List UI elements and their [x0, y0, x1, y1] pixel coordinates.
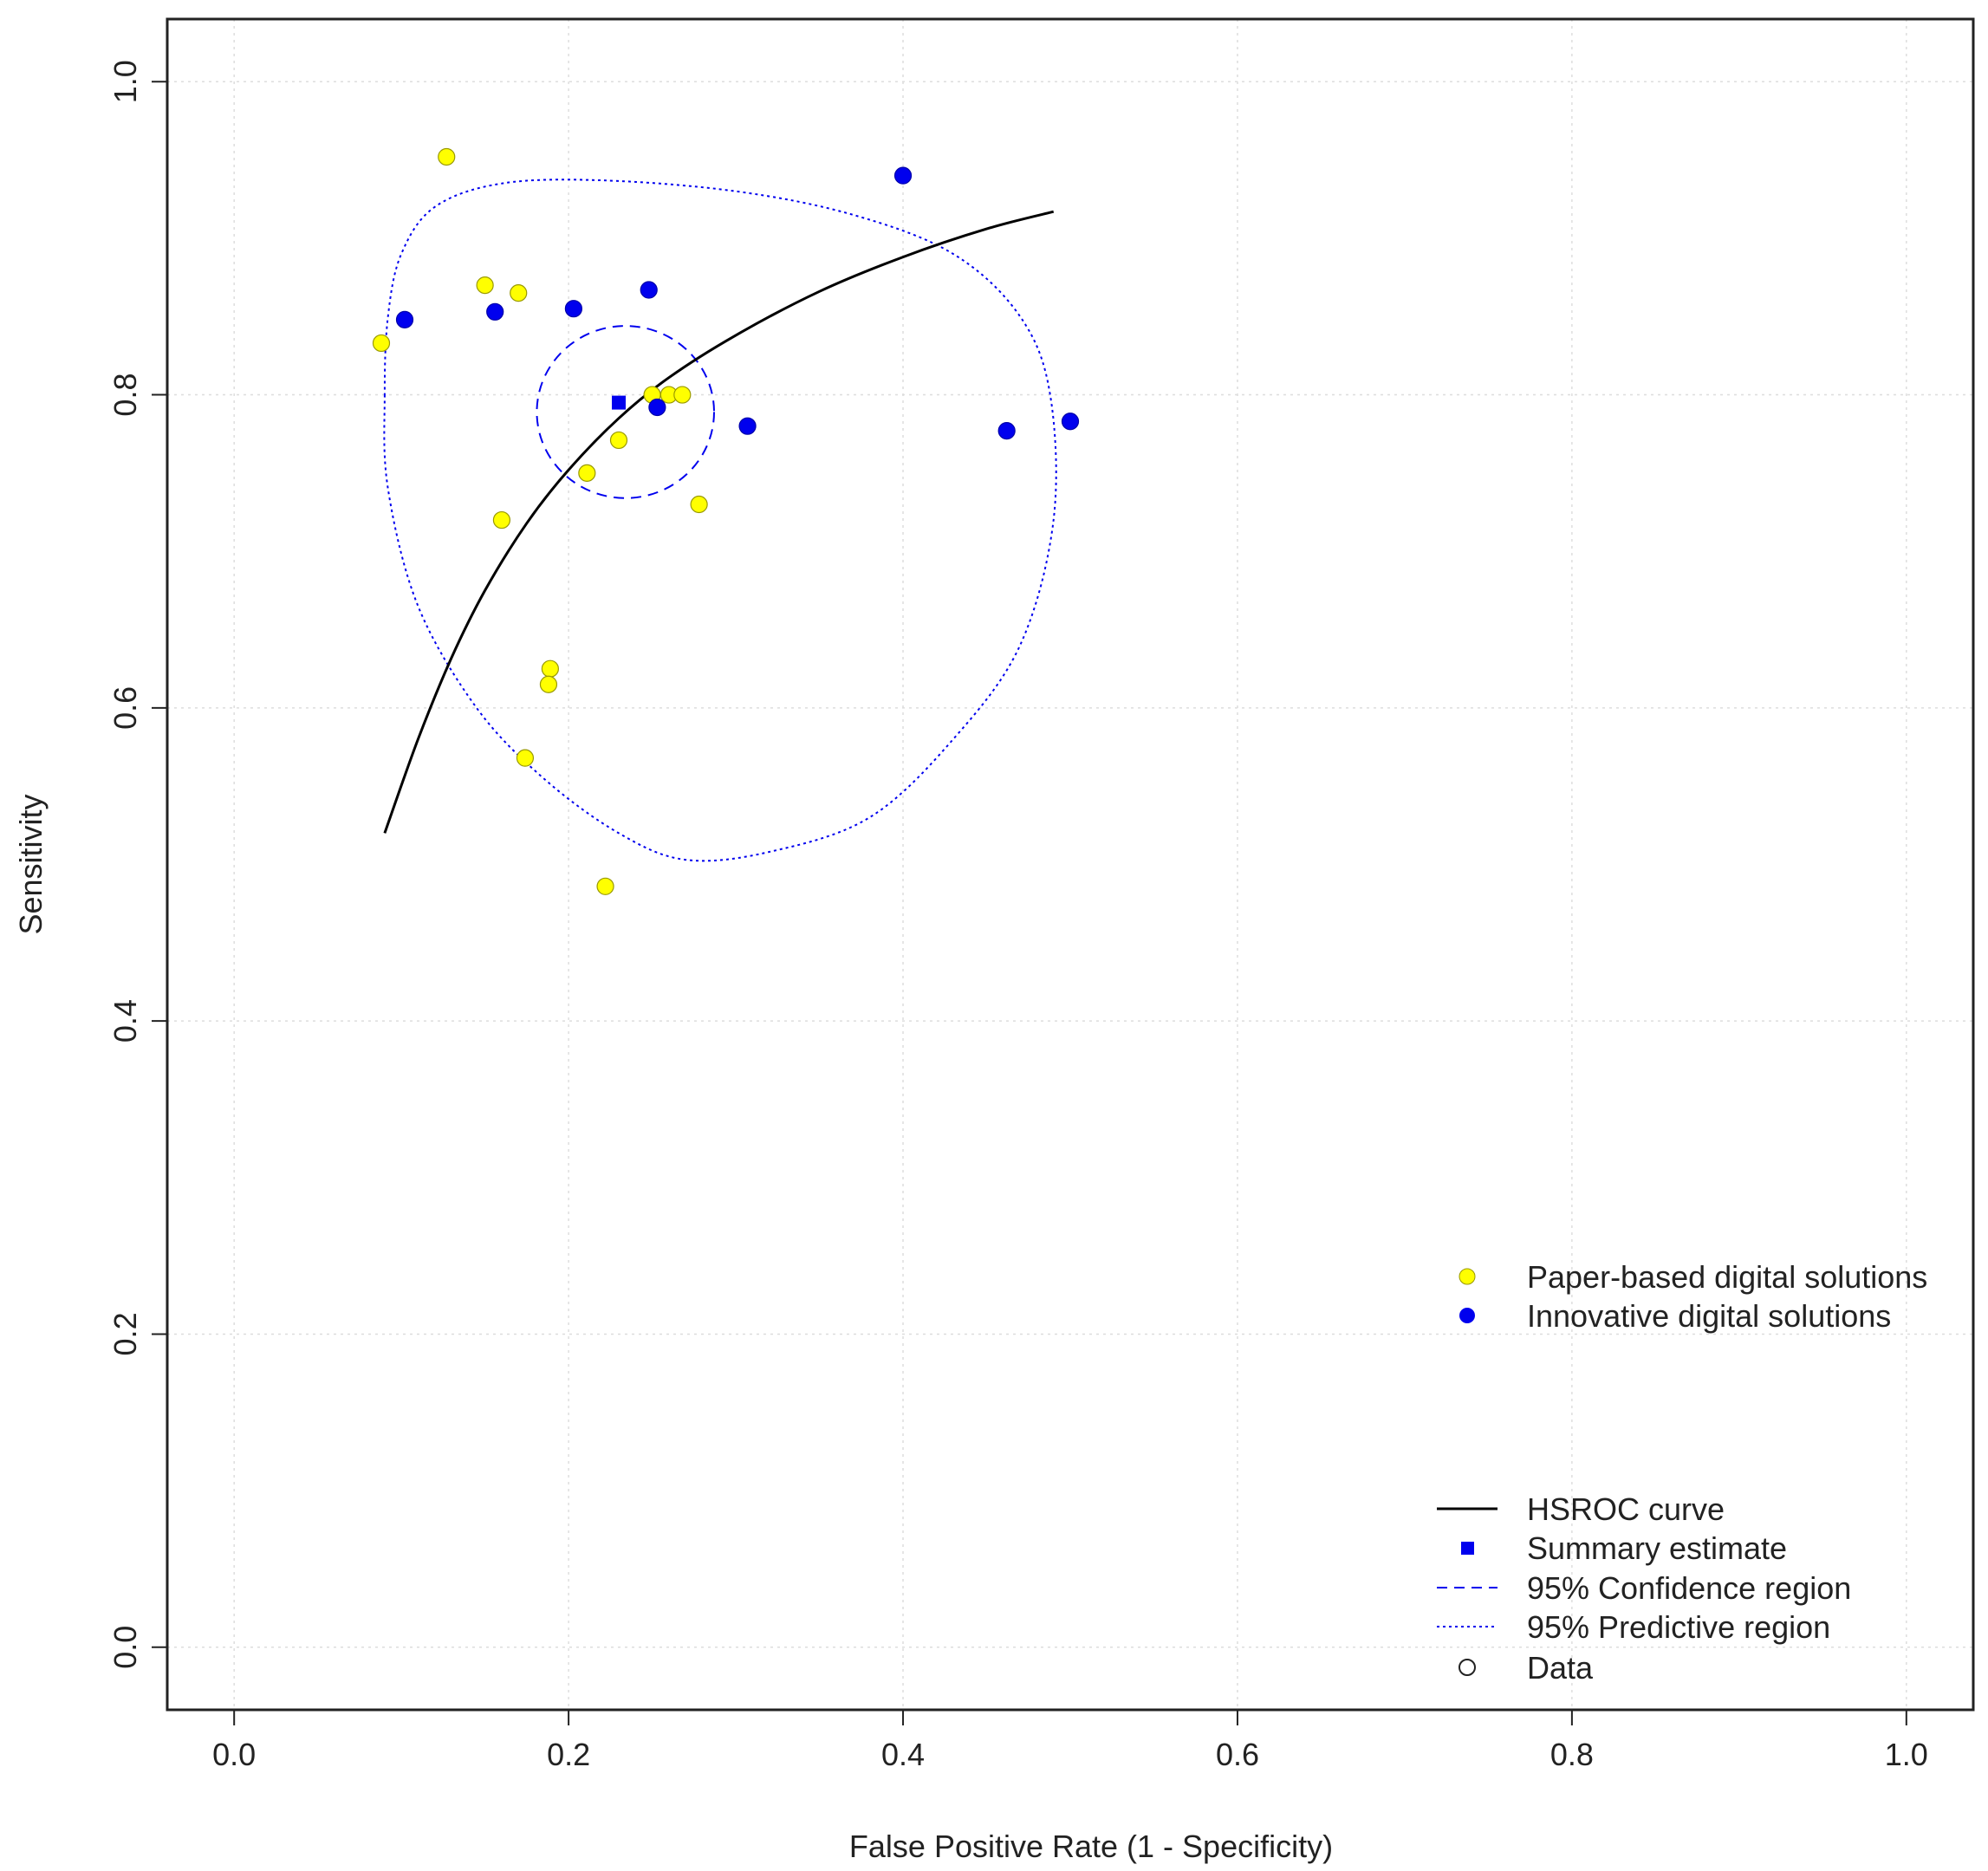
legend-paper-based-marker [1459, 1268, 1476, 1285]
legend-summary-marker [1461, 1542, 1474, 1555]
hsroc-curve-layer [383, 210, 1055, 834]
grid [167, 19, 1973, 1710]
x-tick-label-2: 0.4 [881, 1737, 925, 1772]
legend-predictive-label: 95% Predictive region [1527, 1609, 1830, 1645]
paper-based-point-1 [438, 147, 456, 166]
innovative-point-4 [648, 398, 666, 417]
legend-confidence-label: 95% Confidence region [1527, 1570, 1851, 1606]
innovative-point-7 [997, 422, 1016, 440]
regions [383, 179, 1057, 862]
data-points [372, 147, 1080, 895]
y-axis-label: Sensitivity [13, 794, 49, 934]
axes: 0.0 0.2 0.4 0.6 0.8 1.0 0.0 0.2 0.4 0.6 0.8 1.0 [107, 60, 1928, 1772]
paper-based-point-2 [476, 276, 494, 295]
legend-summary-label: Summary estimate [1527, 1530, 1787, 1566]
innovative-point-3 [640, 281, 658, 299]
innovative-point-2 [564, 300, 583, 318]
paper-based-point-13 [516, 749, 535, 767]
paper-based-point-14 [596, 877, 614, 895]
paper-based-point-9 [673, 386, 692, 404]
x-tick-label-0: 0.0 [212, 1737, 256, 1772]
y-tick-label-4: 0.8 [107, 374, 143, 417]
legend-data-marker [1459, 1659, 1476, 1676]
y-tick-label-5: 1.0 [107, 60, 143, 103]
paper-based-point-11 [541, 659, 559, 678]
innovative-point-6 [893, 166, 913, 185]
legend-hsroc-label: HSROC curve [1527, 1491, 1725, 1527]
paper-based-point-0 [372, 334, 391, 353]
innovative-point-8 [1061, 413, 1080, 431]
x-tick-label-4: 0.8 [1550, 1737, 1594, 1772]
predictive-region [383, 179, 1057, 862]
legend-paper-based-label: Paper-based digital solutions [1527, 1259, 1927, 1295]
confidence-region [536, 325, 715, 499]
plot-frame [166, 17, 1975, 1712]
x-tick-label-3: 0.6 [1216, 1737, 1259, 1772]
innovative-point-1 [486, 302, 504, 321]
paper-based-point-12 [539, 675, 558, 693]
legend-groups: Paper-based digital solutions Innovative… [1459, 1259, 1927, 1334]
x-tick-label-5: 1.0 [1885, 1737, 1928, 1772]
summary-estimate-marker [612, 395, 626, 410]
innovative-point-0 [395, 310, 414, 328]
innovative-point-5 [738, 417, 757, 435]
paper-based-point-3 [510, 284, 528, 302]
paper-based-point-6 [609, 431, 628, 450]
legend-data-label: Data [1527, 1650, 1594, 1686]
y-tick-label-3: 0.6 [107, 686, 143, 730]
x-axis-label: False Positive Rate (1 - Specificity) [849, 1829, 1333, 1864]
paper-based-point-4 [492, 510, 511, 529]
x-tick-label-1: 0.2 [547, 1737, 590, 1772]
paper-based-point-5 [578, 464, 596, 482]
y-tick-label-2: 0.4 [107, 999, 143, 1043]
legend-summary: HSROC curve Summary estimate 95% Confide… [1437, 1491, 1851, 1686]
legend-innovative-label: Innovative digital solutions [1527, 1298, 1891, 1334]
legend-innovative-marker [1459, 1308, 1475, 1323]
y-tick-label-0: 0.0 [107, 1626, 143, 1669]
y-tick-label-1: 0.2 [107, 1312, 143, 1355]
hsroc-curve [383, 210, 1055, 834]
paper-based-point-10 [690, 495, 708, 514]
